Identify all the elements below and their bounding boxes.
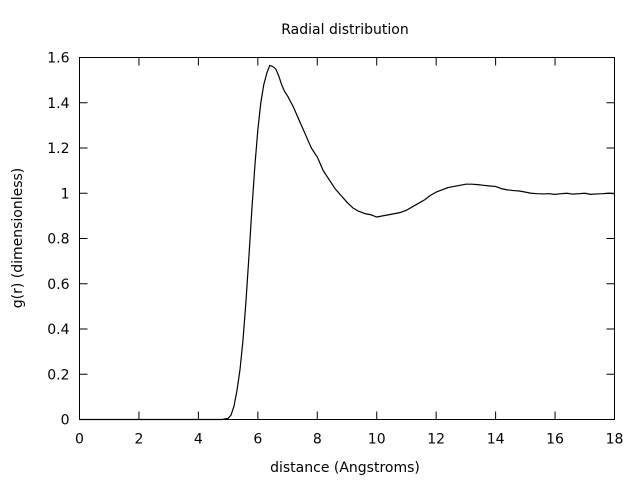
x-tick-label: 0 <box>75 432 84 448</box>
y-tick-label: 1.2 <box>47 141 69 157</box>
x-tick-label: 4 <box>194 432 203 448</box>
y-tick-label: 0.4 <box>47 322 69 338</box>
x-tick-label: 10 <box>368 432 386 448</box>
y-tick-label: 0.8 <box>47 232 69 248</box>
x-tick-label: 14 <box>487 432 505 448</box>
plot-frame <box>79 57 615 420</box>
chart-title: Radial distribution <box>281 22 408 38</box>
y-tick-label: 1.4 <box>47 96 69 112</box>
x-tick-label: 8 <box>313 432 322 448</box>
series-line <box>79 64 615 421</box>
x-tick-label: 18 <box>606 432 624 448</box>
x-axis-label: distance (Angstroms) <box>270 460 420 476</box>
y-axis-label: g(r) (dimensionless) <box>10 168 26 309</box>
y-tick-label: 1 <box>61 186 70 202</box>
x-tick-label: 16 <box>546 432 564 448</box>
x-tick-label: 12 <box>427 432 445 448</box>
x-tick-label: 2 <box>134 432 143 448</box>
x-tick-label: 6 <box>253 432 262 448</box>
y-tick-label: 1.6 <box>47 51 69 67</box>
y-tick-label: 0.2 <box>47 367 69 383</box>
axis-ticks <box>79 57 615 420</box>
tick-labels: 0 2 4 6 8 10 12 14 16 18 0 0.2 0.4 0.6 0.8 1 1.2 1.4 1.6 <box>47 51 623 448</box>
y-tick-label: 0 <box>61 413 70 429</box>
y-tick-label: 0.6 <box>47 277 69 293</box>
